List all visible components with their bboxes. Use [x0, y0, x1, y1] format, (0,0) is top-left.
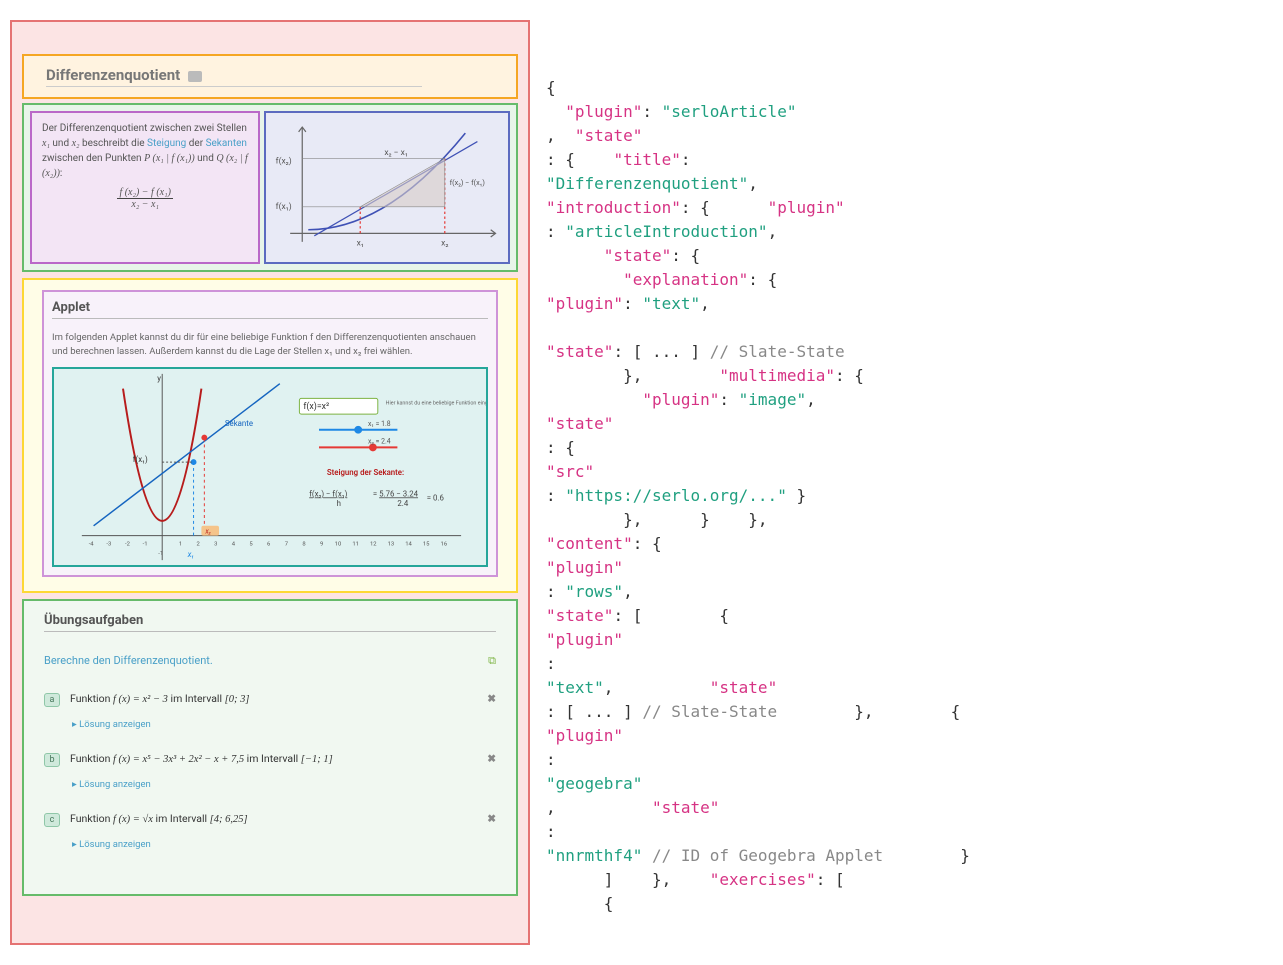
article-preview-outer: Differenzenquotient Der Differenzenquoti… [10, 20, 530, 945]
introduction-box: Der Differenzenquotient zwischen zwei St… [22, 103, 518, 272]
svg-text:12: 12 [370, 542, 377, 548]
graph-label-x1: x₁ [357, 238, 364, 248]
exercise-prompt: Berechne den Differenzenquotient. [44, 654, 213, 668]
intro-explanation-box: Der Differenzenquotient zwischen zwei St… [30, 111, 260, 264]
permalink-icon[interactable] [188, 71, 202, 82]
exercise-badge: b [44, 753, 60, 767]
svg-text:10: 10 [335, 542, 342, 548]
exercise-prompt-row: Berechne den Differenzenquotient. ⧉ [44, 644, 496, 674]
svg-text:-2: -2 [125, 542, 131, 548]
svg-text:Hier kannst du eine beliebige: Hier kannst du eine beliebige Funktion e… [386, 401, 486, 407]
svg-text:15: 15 [423, 542, 430, 548]
share-icon[interactable]: ⧉ [488, 654, 496, 668]
close-icon[interactable]: ✖ [487, 752, 496, 765]
svg-text:5: 5 [249, 542, 253, 548]
intro-text-frag: zwischen den Punkten [42, 153, 144, 164]
exercise-item: c Funktion f (x) = √x im Intervall [4; 6,… [44, 794, 496, 829]
close-icon[interactable]: ✖ [487, 692, 496, 705]
exercise-list: a Funktion f (x) = x² − 3 im Intervall [0… [44, 674, 496, 854]
svg-text:16: 16 [441, 542, 448, 548]
intro-text-frag: Der Differenzenquotient zwischen zwei St… [42, 123, 247, 134]
intro-link-sekanten[interactable]: Sekanten [206, 138, 247, 149]
svg-text:7: 7 [285, 542, 289, 548]
svg-text:14: 14 [405, 542, 412, 548]
exercises-heading: Übungsaufgaben [44, 613, 496, 632]
svg-text:Steigung der Sekante:: Steigung der Sekante: [327, 468, 404, 477]
svg-text:8: 8 [302, 542, 305, 548]
intro-text-frag: beschreibt die [79, 138, 147, 149]
intro-diagram: x₁ x₂ f(x₁) f(x₂) x₂ − x₁ f(x₂) − f(x₁) [266, 113, 508, 262]
svg-text:1: 1 [179, 542, 182, 548]
intro-text-frag: und [195, 153, 217, 164]
exercise-badge: a [44, 693, 60, 707]
svg-text:6: 6 [267, 542, 271, 548]
svg-text:3: 3 [214, 542, 217, 548]
geogebra-diagram: y -4-3-2-1 1234 5678 9101112 13141516 -1 [54, 369, 486, 565]
intro-link-steigung[interactable]: Steigung [147, 138, 186, 149]
geogebra-applet-box[interactable]: y -4-3-2-1 1234 5678 9101112 13141516 -1 [52, 367, 488, 567]
svg-text:f(x)=x²: f(x)=x² [303, 402, 329, 413]
title-box: Differenzenquotient [22, 54, 518, 99]
intro-fraction: f (x₂) − f (x₁) x₂ − x₁ [117, 187, 172, 210]
exercise-text: Funktion f (x) = x⁵ − 3x³ + 2x² − x + 7,… [70, 752, 333, 765]
content-row-box: Applet Im folgenden Applet kannst du dir… [42, 290, 498, 578]
svg-text:= 5.76 − 3.24: = 5.76 − 3.24 [373, 490, 419, 499]
solution-toggle[interactable]: ▸ Lösung anzeigen [44, 709, 496, 734]
svg-text:2.4: 2.4 [397, 500, 408, 509]
json-code-panel: { "plugin": "serloArticle" , "state" : {… [542, 20, 1273, 945]
svg-text:-4: -4 [89, 542, 95, 548]
svg-text:9: 9 [320, 542, 323, 548]
exercises-box: Übungsaufgaben Berechne den Differenzenq… [22, 599, 518, 896]
svg-text:y: y [157, 374, 161, 383]
intro-x1: x₁ [42, 138, 50, 149]
svg-text:x₁: x₁ [187, 551, 195, 560]
frac-denominator: x₂ − x₁ [117, 199, 172, 210]
content-box: Applet Im folgenden Applet kannst du dir… [22, 278, 518, 594]
exercise-text: Funktion f (x) = x² − 3 im Intervall [0;… [70, 692, 249, 705]
frac-numerator: f (x₂) − f (x₁) [117, 187, 172, 199]
exercise-text: Funktion f (x) = √x im Intervall [4; 6,2… [70, 812, 248, 825]
svg-text:13: 13 [388, 542, 395, 548]
title-text: Differenzenquotient [46, 66, 180, 84]
graph-label-dy: f(x₂) − f(x₁) [450, 178, 485, 187]
svg-text:4: 4 [232, 542, 236, 548]
svg-text:h: h [337, 500, 341, 509]
solution-toggle[interactable]: ▸ Lösung anzeigen [44, 829, 496, 854]
article-title: Differenzenquotient [46, 66, 422, 87]
intro-multimedia-box: x₁ x₂ f(x₁) f(x₂) x₂ − x₁ f(x₂) − f(x₁) [264, 111, 510, 264]
svg-text:2: 2 [197, 542, 201, 548]
svg-text:-1: -1 [143, 542, 148, 548]
svg-text:Sekante: Sekante [225, 419, 253, 428]
svg-text:x₂ = 2.4: x₂ = 2.4 [368, 438, 391, 446]
svg-text:x₁ = 1.8: x₁ = 1.8 [368, 420, 391, 428]
exercise-item: b Funktion f (x) = x⁵ − 3x³ + 2x² − x + 7… [44, 734, 496, 769]
solution-toggle[interactable]: ▸ Lösung anzeigen [44, 769, 496, 794]
graph-label-dx: x₂ − x₁ [385, 148, 409, 158]
svg-text:f(x₁): f(x₁) [133, 456, 148, 465]
exercise-item: a Funktion f (x) = x² − 3 im Intervall [0… [44, 674, 496, 709]
svg-text:f(x₂) − f(x₁): f(x₂) − f(x₁) [309, 490, 347, 499]
content-heading: Applet [52, 300, 488, 319]
svg-text:11: 11 [352, 542, 359, 548]
graph-label-fx1: f(x₁) [276, 201, 292, 212]
exercise-badge: c [44, 813, 60, 827]
intro-text-frag: der [186, 138, 205, 149]
svg-text:-3: -3 [106, 542, 111, 548]
graph-label-x2: x₂ [442, 238, 449, 248]
graph-label-fx2: f(x₂) [276, 155, 292, 166]
svg-text:-1: -1 [158, 552, 163, 558]
close-icon[interactable]: ✖ [487, 812, 496, 825]
svg-text:= 0.6: = 0.6 [427, 494, 445, 503]
intro-text-frag: und [50, 138, 72, 149]
content-text: Im folgenden Applet kannst du dir für ei… [52, 331, 488, 360]
svg-text:x₂: x₂ [204, 528, 211, 536]
intro-P: P (x₁ | f (x₁)) [144, 153, 195, 164]
